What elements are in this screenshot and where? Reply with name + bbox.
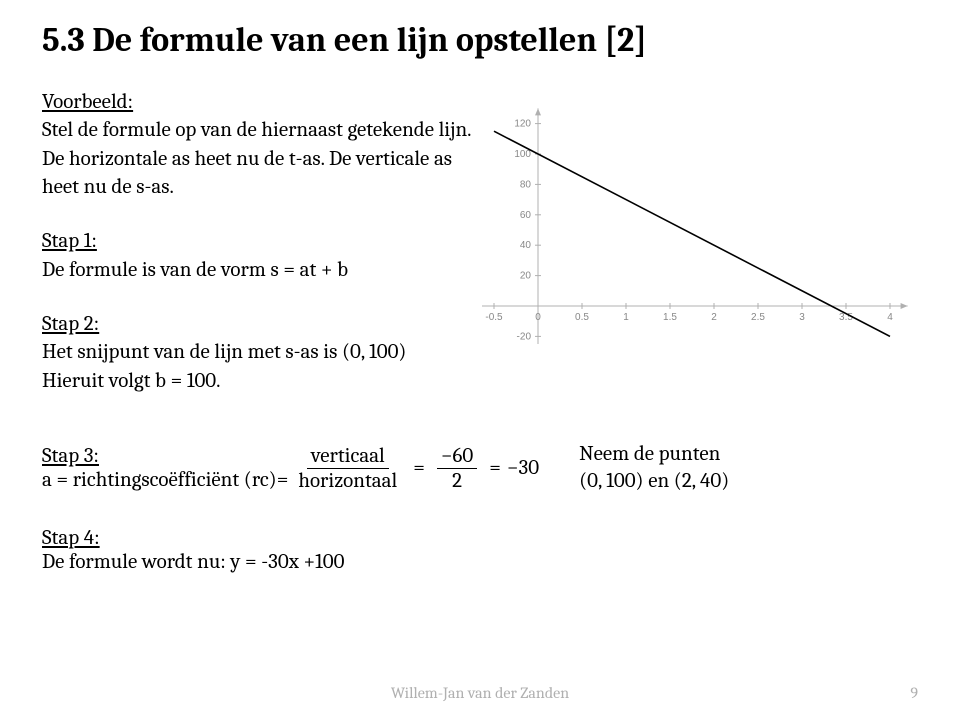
step2-heading: Stap 2: bbox=[42, 312, 99, 336]
step4-heading: Stap 4: bbox=[42, 526, 100, 550]
step3-heading: Stap 3: bbox=[42, 444, 99, 468]
svg-text:1: 1 bbox=[623, 312, 629, 323]
frac-nums-den: 2 bbox=[448, 469, 466, 492]
intro-line2: De horizontale as heet nu de t-as. De ve… bbox=[42, 147, 452, 199]
left-column: Voorbeeld: Stel de formule op van de hie… bbox=[42, 88, 482, 421]
svg-text:0.5: 0.5 bbox=[575, 312, 589, 323]
step2-line2: Hieruit volgt b = 100. bbox=[42, 369, 220, 393]
svg-text:-0.5: -0.5 bbox=[485, 312, 503, 323]
svg-text:100: 100 bbox=[514, 149, 531, 160]
svg-text:40: 40 bbox=[520, 240, 532, 251]
svg-text:2: 2 bbox=[711, 312, 717, 323]
svg-text:60: 60 bbox=[520, 210, 532, 221]
step4-block: Stap 4: De formule wordt nu: y = -30x +1… bbox=[42, 526, 918, 574]
step3-note2: (0, 100) en (2, 40) bbox=[579, 469, 729, 493]
svg-text:-20: -20 bbox=[517, 331, 532, 342]
svg-text:0: 0 bbox=[535, 312, 541, 323]
step4-text: De formule wordt nu: y = -30x +100 bbox=[42, 550, 344, 574]
step3-note1: Neem de punten bbox=[579, 442, 720, 466]
content-row: Voorbeeld: Stel de formule op van de hie… bbox=[42, 88, 918, 421]
step2-line1: Het snijpunt van de lijn met s-as is (0,… bbox=[42, 340, 406, 364]
step3-left: Stap 3: a = richtingscoëfficiënt (rc)= bbox=[42, 444, 288, 492]
step3-lhs: a = richtingscoëfficiënt (rc)= bbox=[42, 468, 288, 492]
frac-words-den: horizontaal bbox=[294, 469, 401, 492]
svg-text:3: 3 bbox=[799, 312, 805, 323]
footer-author: Willem-Jan van der Zanden bbox=[0, 684, 960, 702]
right-column: -0.500.511.522.533.54-2020406080100120 bbox=[482, 88, 942, 352]
step3-note: Neem de punten (0, 100) en (2, 40) bbox=[579, 441, 729, 496]
svg-text:1.5: 1.5 bbox=[663, 312, 677, 323]
step2-block: Stap 2: Het snijpunt van de lijn met s-a… bbox=[42, 310, 482, 395]
svg-text:20: 20 bbox=[520, 271, 532, 282]
step1-block: Stap 1: De formule is van de vorm s = at… bbox=[42, 227, 482, 284]
page-title: 5.3 De formule van een lijn opstellen [2… bbox=[42, 20, 918, 60]
line-chart: -0.500.511.522.533.54-2020406080100120 bbox=[482, 88, 942, 348]
svg-text:120: 120 bbox=[514, 119, 531, 130]
frac-words-num: verticaal bbox=[307, 445, 389, 469]
step1-heading: Stap 1: bbox=[42, 229, 97, 253]
svg-text:2.5: 2.5 bbox=[751, 312, 765, 323]
eq1: = bbox=[413, 456, 425, 480]
frac-words: verticaal horizontaal bbox=[294, 445, 401, 492]
step3-result: −30 bbox=[507, 456, 539, 480]
eq2: = bbox=[489, 456, 501, 480]
intro-line1: Stel de formule op van de hiernaast gete… bbox=[42, 118, 472, 142]
svg-text:80: 80 bbox=[520, 179, 532, 190]
step3-row: Stap 3: a = richtingscoëfficiënt (rc)= v… bbox=[42, 441, 918, 496]
intro-heading: Voorbeeld: bbox=[42, 90, 133, 114]
frac-nums-num: −60 bbox=[437, 445, 477, 469]
frac-nums: −60 2 bbox=[437, 445, 477, 492]
step1-text: De formule is van de vorm s = at + b bbox=[42, 258, 348, 282]
svg-text:4: 4 bbox=[887, 312, 893, 323]
intro-block: Voorbeeld: Stel de formule op van de hie… bbox=[42, 88, 482, 201]
footer-page-number: 9 bbox=[910, 684, 918, 702]
